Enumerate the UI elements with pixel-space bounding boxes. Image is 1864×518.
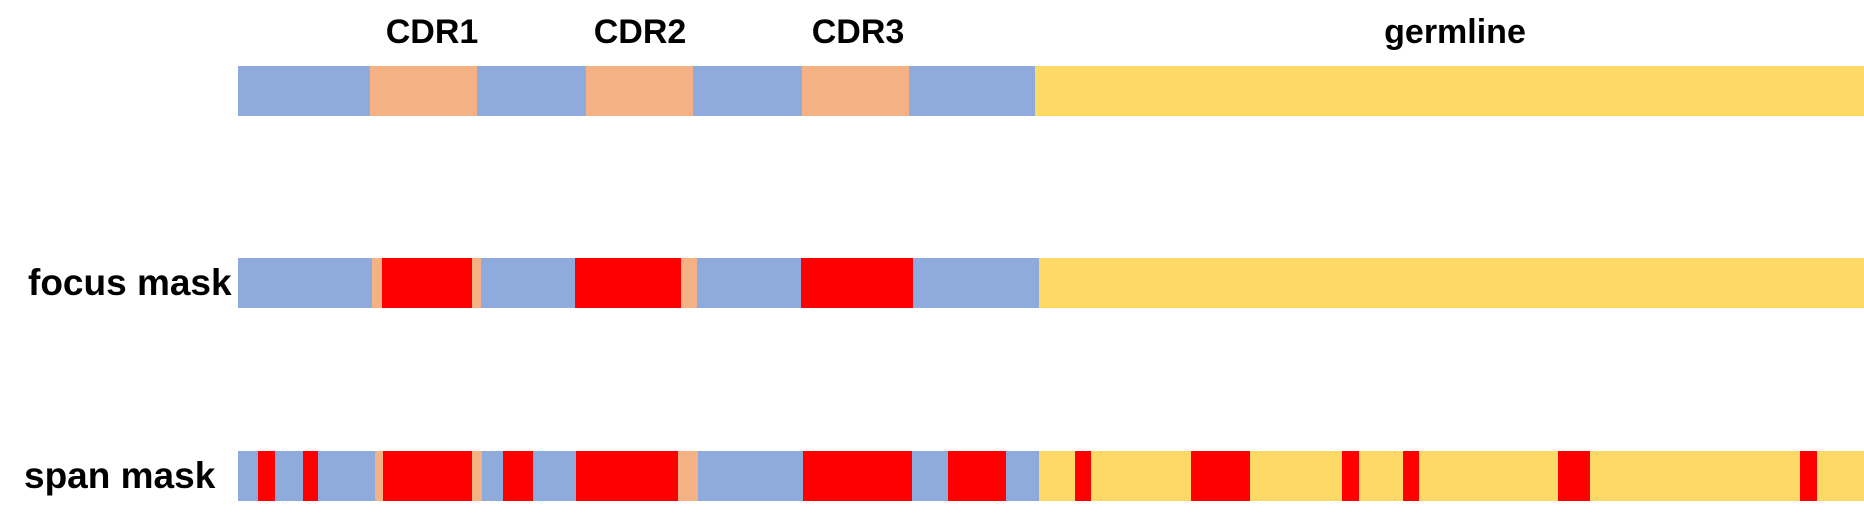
- segment-masked-span: [801, 258, 913, 308]
- segment-masked-span: [303, 451, 318, 501]
- segment-masked-span: [1403, 451, 1419, 501]
- segment-framework-region: [912, 451, 948, 501]
- segment-germline-region: [1419, 451, 1558, 501]
- segment-framework-region: [275, 451, 303, 501]
- focus-mask-bar: [238, 258, 1864, 308]
- segment-masked-span: [503, 451, 533, 501]
- segment-framework-region: [482, 451, 503, 501]
- segment-masked-span: [1800, 451, 1817, 501]
- segment-framework-region: [913, 258, 1039, 308]
- segment-cdr-region: [472, 258, 481, 308]
- span-mask-label: span mask: [24, 455, 216, 496]
- segment-cdr-region: [678, 451, 698, 501]
- germline-label: germline: [1384, 13, 1526, 51]
- segment-masked-span: [258, 451, 275, 501]
- segment-germline-region: [1359, 451, 1403, 501]
- cdr3-label: CDR3: [811, 13, 905, 51]
- segment-framework-region: [909, 66, 1035, 116]
- cdr1-label: CDR1: [385, 13, 479, 51]
- segment-framework-region: [477, 66, 586, 116]
- segment-germline-region: [1039, 258, 1864, 308]
- sequence-bar: [238, 66, 1864, 116]
- segment-framework-region: [693, 66, 802, 116]
- segment-framework-region: [238, 258, 372, 308]
- segment-germline-region: [1250, 451, 1342, 501]
- segment-masked-span: [1191, 451, 1250, 501]
- segment-cdr-region: [681, 258, 697, 308]
- segment-masked-span: [1075, 451, 1091, 501]
- segment-framework-region: [698, 451, 803, 501]
- segment-germline-region: [1091, 451, 1191, 501]
- segment-masked-span: [383, 451, 472, 501]
- segment-cdr-region: [472, 451, 482, 501]
- segment-masked-span: [1342, 451, 1359, 501]
- segment-framework-region: [697, 258, 801, 308]
- segment-cdr-region: [802, 66, 909, 116]
- segment-masked-span: [948, 451, 1006, 501]
- segment-cdr-region: [375, 451, 383, 501]
- segment-framework-region: [238, 66, 370, 116]
- segment-framework-region: [238, 451, 258, 501]
- segment-germline-region: [1035, 66, 1864, 116]
- segment-germline-region: [1590, 451, 1800, 501]
- segment-masked-span: [803, 451, 912, 501]
- segment-cdr-region: [586, 66, 693, 116]
- segment-framework-region: [481, 258, 575, 308]
- segment-framework-region: [1006, 451, 1039, 501]
- segment-germline-region: [1817, 451, 1864, 501]
- cdr2-label: CDR2: [593, 13, 687, 51]
- segment-cdr-region: [370, 66, 477, 116]
- span-mask-bar: [238, 451, 1864, 501]
- segment-framework-region: [533, 451, 576, 501]
- segment-framework-region: [318, 451, 375, 501]
- segment-germline-region: [1039, 451, 1075, 501]
- segment-cdr-region: [372, 258, 382, 308]
- segment-masked-span: [575, 258, 681, 308]
- segment-masked-span: [576, 451, 678, 501]
- segment-masked-span: [1558, 451, 1590, 501]
- focus-mask-label: focus mask: [28, 262, 232, 303]
- segment-masked-span: [382, 258, 472, 308]
